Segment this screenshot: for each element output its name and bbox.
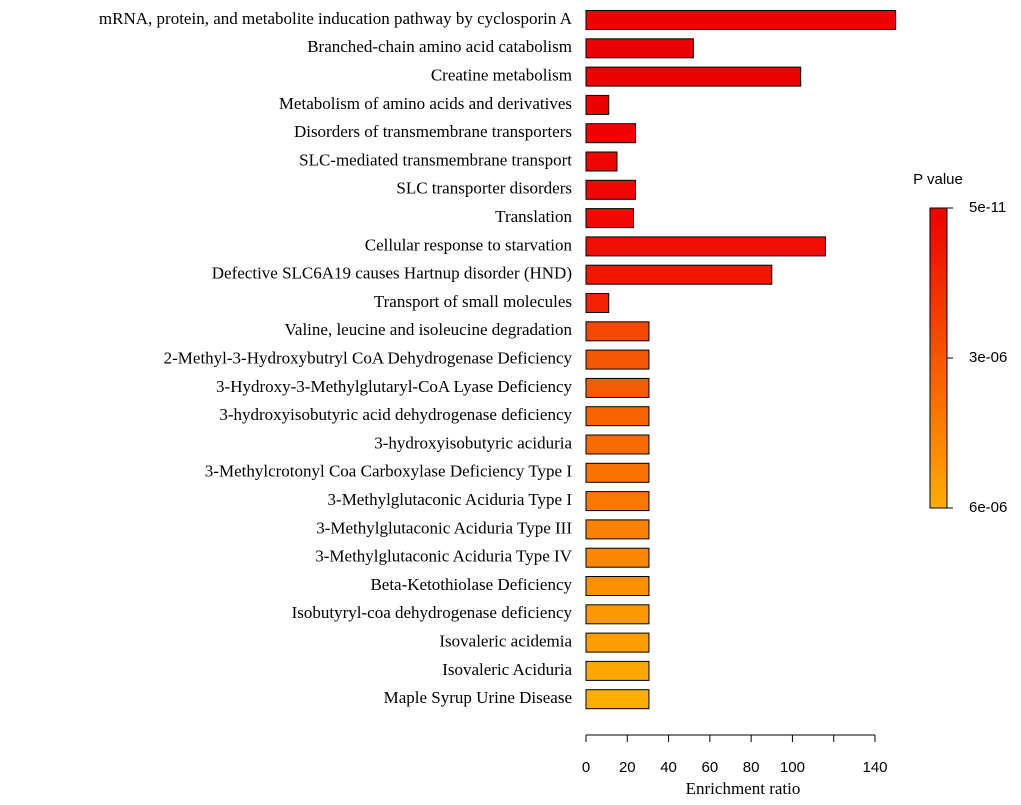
y-tick-label: Transport of small molecules: [374, 292, 572, 311]
bar: [585, 434, 650, 455]
y-tick-label: Defective SLC6A19 causes Hartnup disorde…: [212, 264, 572, 283]
bar: [585, 547, 650, 568]
x-tick-label: 60: [702, 759, 719, 776]
bar: [585, 293, 610, 313]
y-tick-label: 3-hydroxyisobutyric aciduria: [374, 433, 572, 452]
bar: [585, 462, 650, 483]
bar: [585, 264, 773, 285]
bar: [585, 406, 650, 427]
x-tick-label: 20: [619, 759, 636, 776]
y-tick-label: 3-Methylcrotonyl Coa Carboxylase Deficie…: [205, 462, 573, 481]
x-tick-label: 40: [660, 759, 677, 776]
bar: [585, 66, 802, 87]
y-tick-label: 3-Methylglutaconic Aciduria Type IV: [315, 547, 572, 566]
y-tick-label: SLC-mediated transmembrane transport: [299, 150, 572, 169]
legend-tick-label: 3e-06: [969, 349, 1007, 366]
bar: [585, 491, 650, 512]
y-tick-label: 3-Methylglutaconic Aciduria Type I: [328, 490, 573, 509]
y-tick-label: 3-hydroxyisobutyric acid dehydrogenase d…: [219, 405, 572, 424]
bar: [585, 236, 826, 257]
x-tick-label: 140: [862, 759, 887, 776]
legend-tick-label: 6e-06: [969, 499, 1007, 516]
y-tick-label: Valine, leucine and isoleucine degradati…: [285, 320, 573, 339]
y-tick-label: 3-Methylglutaconic Aciduria Type III: [316, 518, 572, 537]
x-tick-label: 100: [780, 759, 805, 776]
y-tick-label: Creatine metabolism: [431, 66, 572, 85]
y-tick-label: SLC transporter disorders: [396, 179, 572, 198]
x-tick-label: 0: [582, 759, 590, 776]
bar: [585, 10, 897, 30]
bar: [585, 377, 650, 398]
legend-title: P value: [913, 171, 963, 188]
y-tick-label: Branched-chain amino acid catabolism: [307, 37, 572, 56]
bar: [585, 349, 650, 370]
bar: [585, 604, 650, 625]
bar: [585, 632, 650, 653]
bar: [585, 689, 650, 710]
bar: [585, 321, 650, 342]
bar: [585, 208, 634, 229]
bar: [585, 576, 650, 596]
y-tick-label: 3-Hydroxy-3-Methylglutaryl-CoA Lyase Def…: [216, 377, 572, 396]
color-bar: [929, 207, 948, 509]
bar: [585, 151, 618, 172]
y-tick-label: Maple Syrup Urine Disease: [384, 688, 572, 707]
bar: [585, 123, 637, 144]
y-tick-label: Cellular response to starvation: [365, 235, 573, 254]
bar: [585, 519, 650, 540]
y-tick-label: Translation: [495, 207, 572, 226]
bar: [585, 660, 650, 681]
y-tick-label: 2-Methyl-3-Hydroxybutryl CoA Dehydrogena…: [164, 349, 573, 368]
x-axis-title: Enrichment ratio: [686, 779, 801, 798]
legend-tick-label: 5e-11: [969, 199, 1006, 216]
y-tick-label: Metabolism of amino acids and derivative…: [279, 94, 572, 113]
x-tick-label: 80: [743, 759, 760, 776]
y-tick-label: Isovaleric acidemia: [439, 632, 572, 651]
bar: [585, 94, 610, 115]
bar: [585, 179, 637, 200]
bar: [585, 38, 694, 59]
y-tick-label: Disorders of transmembrane transporters: [294, 122, 572, 141]
y-tick-label: Isobutyryl-coa dehydrogenase deficiency: [292, 603, 573, 622]
y-tick-label: mRNA, protein, and metabolite inducation…: [99, 9, 573, 28]
y-tick-label: Isovaleric Aciduria: [442, 660, 572, 679]
y-tick-label: Beta-Ketothiolase Deficiency: [370, 575, 572, 594]
